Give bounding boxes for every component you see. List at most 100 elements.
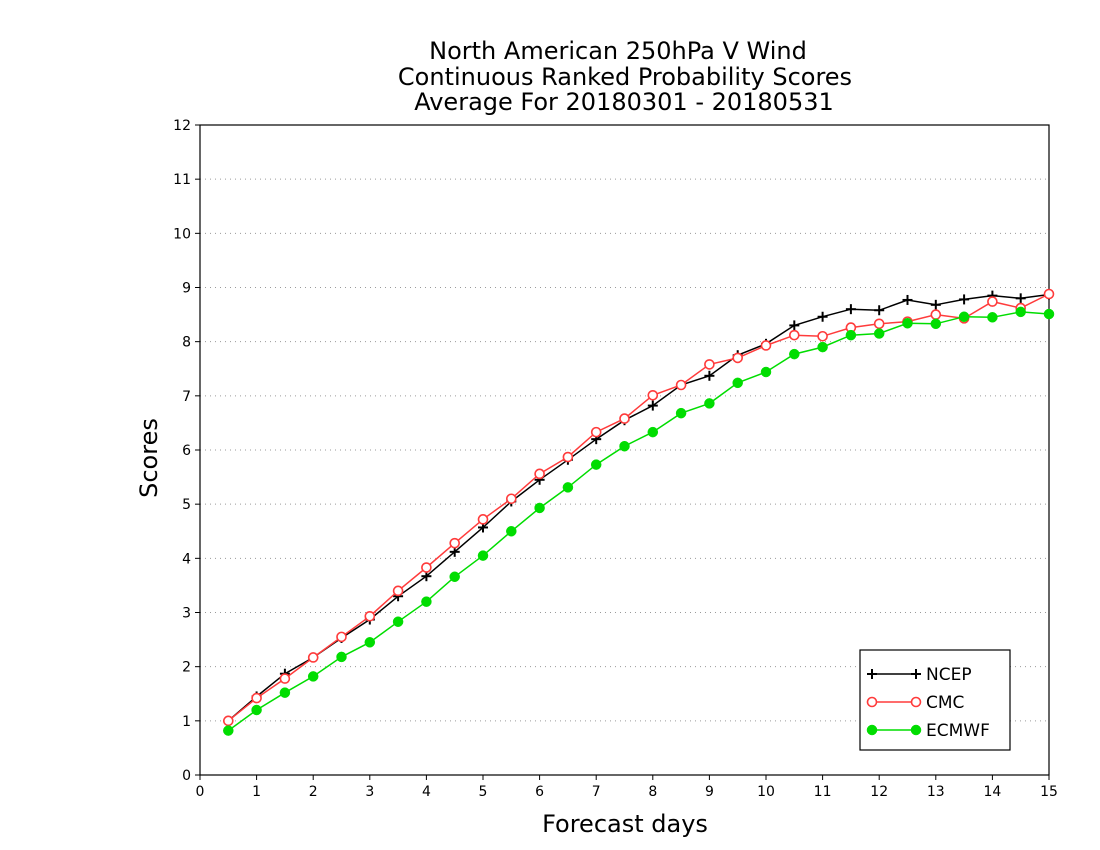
point-ecmwf-11: [534, 502, 545, 514]
y-tick-label-7: 7: [182, 389, 191, 405]
legend-entry-ecmwf: ECMWF: [866, 721, 990, 741]
point-ecmwf-20: [789, 348, 800, 360]
legend-label-ncep: NCEP: [926, 665, 972, 685]
point-cmc-1: [251, 692, 262, 704]
y-tick-label-5: 5: [182, 497, 191, 513]
point-cmc-20: [788, 329, 800, 341]
series-ecmwf: [223, 306, 1055, 736]
point-ecmwf-5: [364, 637, 376, 648]
point-cmc-19: [760, 340, 772, 351]
x-tick-label-4: 4: [422, 784, 431, 800]
y-tick-label-6: 6: [182, 443, 191, 459]
x-tick-label-5: 5: [479, 784, 488, 800]
point-ecmwf-8: [449, 571, 460, 582]
x-tick-label-12: 12: [870, 784, 888, 800]
legend-label-ecmwf: ECMWF: [926, 721, 990, 741]
point-ecmwf-24: [902, 318, 913, 329]
x-tick-label-15: 15: [1040, 784, 1058, 800]
point-cmc-8: [449, 537, 461, 549]
legend-marker-left-ncep: [867, 669, 877, 679]
point-ncep-22: [845, 304, 856, 315]
point-ecmwf-7: [421, 596, 432, 607]
y-tick-label-1: 1: [182, 714, 191, 730]
point-ecmwf-2: [279, 687, 291, 698]
point-ecmwf-25: [930, 318, 942, 330]
legend-box: [859, 649, 1011, 751]
x-tick-label-8: 8: [648, 784, 657, 800]
point-cmc-3: [307, 652, 319, 663]
point-cmc-16: [675, 379, 687, 391]
point-ncep-21: [817, 311, 828, 322]
legend-marker-left-cmc: [866, 696, 878, 708]
point-ecmwf-14: [619, 440, 630, 452]
point-cmc-7: [421, 562, 432, 573]
point-cmc-10: [505, 493, 517, 505]
x-tick-label-14: 14: [983, 784, 1001, 800]
x-tick-label-3: 3: [365, 784, 374, 800]
point-ecmwf-13: [590, 459, 602, 470]
point-cmc-18: [732, 352, 744, 364]
point-cmc-13: [590, 426, 602, 438]
x-tick-label-9: 9: [705, 784, 714, 800]
point-ecmwf-3: [307, 671, 319, 682]
point-ecmwf-22: [845, 329, 857, 341]
point-ecmwf-29: [1043, 308, 1055, 320]
y-axis-title: Scores: [135, 418, 163, 498]
legend: NCEP CMC ECMWF: [859, 649, 1011, 751]
x-tick-label-13: 13: [927, 784, 945, 800]
legend-marker-left-ecmwf: [866, 724, 878, 736]
point-ecmwf-26: [958, 311, 970, 322]
point-ncep-24: [902, 294, 913, 305]
y-tick-label-9: 9: [182, 281, 191, 297]
point-ecmwf-23: [873, 328, 885, 339]
point-cmc-25: [930, 309, 942, 320]
point-ncep-20: [789, 320, 800, 331]
legend-label-cmc: CMC: [926, 693, 964, 713]
point-ncep-25: [930, 299, 941, 310]
legend-marker-right-ncep: [911, 669, 921, 679]
x-tick-label-7: 7: [592, 784, 601, 800]
point-cmc-11: [534, 468, 545, 480]
point-ecmwf-6: [392, 616, 404, 627]
y-tick-label-12: 12: [173, 118, 191, 134]
point-cmc-2: [279, 673, 291, 684]
point-ncep-28: [1015, 293, 1026, 304]
y-tick-label-11: 11: [173, 172, 191, 188]
x-tick-label-10: 10: [757, 784, 775, 800]
series-cmc: [223, 288, 1055, 727]
point-cmc-29: [1043, 288, 1055, 300]
point-ecmwf-1: [251, 704, 262, 716]
y-tick-label-0: 0: [182, 768, 191, 784]
point-ecmwf-10: [506, 526, 517, 537]
point-ecmwf-18: [732, 377, 743, 389]
point-ecmwf-0: [223, 725, 234, 736]
y-tick-label-4: 4: [182, 551, 191, 567]
point-ecmwf-27: [987, 312, 998, 323]
legend-entry-ncep: NCEP: [867, 665, 972, 685]
point-cmc-4: [336, 631, 347, 643]
point-ecmwf-19: [760, 366, 772, 378]
point-ncep-8: [449, 546, 460, 557]
point-ecmwf-15: [647, 426, 659, 438]
point-ecmwf-9: [477, 550, 489, 561]
point-ncep-26: [959, 294, 970, 305]
point-ncep-15: [647, 400, 658, 411]
data-series: [223, 288, 1055, 736]
legend-marker-right-cmc: [910, 696, 922, 708]
point-cmc-6: [392, 585, 404, 597]
point-cmc-27: [987, 296, 998, 307]
x-tick-label-1: 1: [252, 784, 261, 800]
y-tick-label-2: 2: [182, 660, 191, 676]
point-cmc-0: [223, 715, 234, 727]
point-cmc-5: [364, 610, 376, 622]
x-tick-label-11: 11: [814, 784, 832, 800]
x-tick-label-6: 6: [535, 784, 544, 800]
point-cmc-12: [562, 451, 574, 463]
point-cmc-21: [817, 330, 828, 342]
point-cmc-17: [704, 359, 715, 370]
point-cmc-23: [873, 318, 885, 330]
point-ecmwf-12: [562, 482, 574, 493]
